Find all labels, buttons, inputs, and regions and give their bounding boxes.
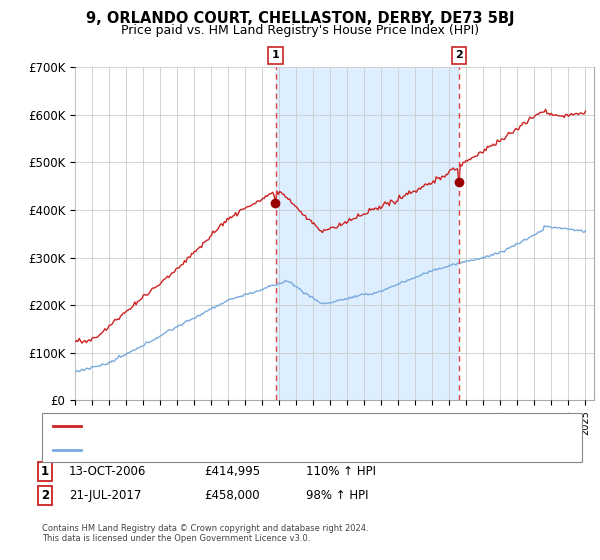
Text: 2: 2 [41,489,49,502]
Text: 9, ORLANDO COURT, CHELLASTON, DERBY, DE73 5BJ (detached house): 9, ORLANDO COURT, CHELLASTON, DERBY, DE7… [88,421,459,431]
Text: 9, ORLANDO COURT, CHELLASTON, DERBY, DE73 5BJ: 9, ORLANDO COURT, CHELLASTON, DERBY, DE7… [86,11,514,26]
Bar [275,67,459,400]
Text: Price paid vs. HM Land Registry's House Price Index (HPI): Price paid vs. HM Land Registry's House … [121,24,479,37]
Text: 98% ↑ HPI: 98% ↑ HPI [306,489,368,502]
Text: £458,000: £458,000 [204,489,260,502]
Text: 13-OCT-2006: 13-OCT-2006 [69,465,146,478]
Text: HPI: Average price, detached house, City of Derby: HPI: Average price, detached house, City… [88,445,350,455]
Text: 21-JUL-2017: 21-JUL-2017 [69,489,142,502]
Text: Contains HM Land Registry data © Crown copyright and database right 2024.
This d: Contains HM Land Registry data © Crown c… [42,524,368,543]
Text: 110% ↑ HPI: 110% ↑ HPI [306,465,376,478]
Text: £414,995: £414,995 [204,465,260,478]
Text: 1: 1 [41,465,49,478]
Text: 2: 2 [455,50,463,60]
Text: 1: 1 [272,50,280,60]
